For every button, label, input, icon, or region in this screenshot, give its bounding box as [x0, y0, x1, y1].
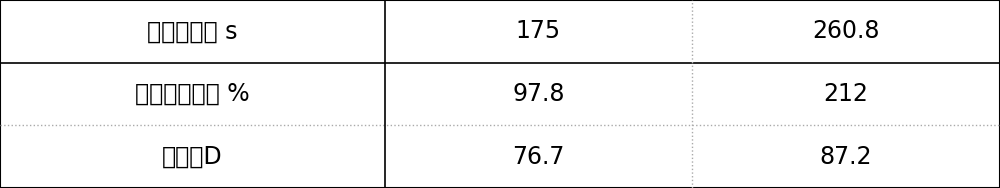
Text: 87.2: 87.2 — [820, 145, 872, 169]
Text: 固化后体积， %: 固化后体积， % — [135, 82, 250, 106]
Text: 260.8: 260.8 — [812, 19, 880, 43]
Text: 固化时间， s: 固化时间， s — [147, 19, 238, 43]
Text: 175: 175 — [516, 19, 561, 43]
Text: 硬度，D: 硬度，D — [162, 145, 223, 169]
Text: 212: 212 — [824, 82, 868, 106]
Text: 97.8: 97.8 — [512, 82, 565, 106]
Text: 76.7: 76.7 — [512, 145, 565, 169]
